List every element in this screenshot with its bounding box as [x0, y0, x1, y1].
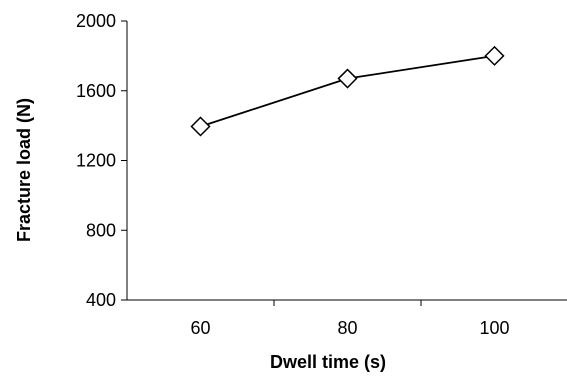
series: [190, 45, 505, 137]
data-point-marker: [190, 116, 211, 137]
tick-labels: 400 800 1200 1600 2000 60 80 100: [76, 11, 510, 338]
data-point-marker: [337, 68, 358, 89]
x-tick-label: 100: [479, 318, 509, 338]
y-tick-label: 400: [86, 290, 116, 310]
y-axis-title: Fracture load (N): [14, 98, 34, 242]
x-tick-label: 80: [337, 318, 357, 338]
x-tick-label: 60: [190, 318, 210, 338]
y-tick-label: 1200: [76, 151, 116, 171]
y-tick-label: 1600: [76, 81, 116, 101]
axes: [121, 20, 567, 306]
y-tick-label: 2000: [76, 11, 116, 31]
data-point-marker: [484, 45, 505, 66]
y-tick-label: 800: [86, 220, 116, 240]
x-axis-title: Dwell time (s): [270, 352, 386, 372]
series-line: [200, 54, 495, 128]
